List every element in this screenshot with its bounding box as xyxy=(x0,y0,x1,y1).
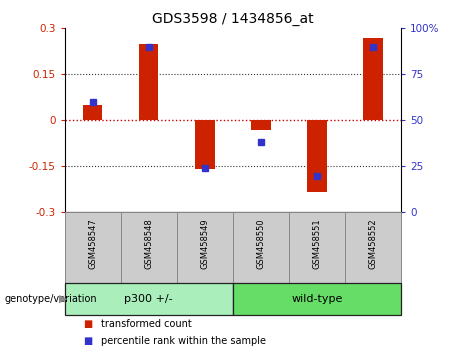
Text: GSM458547: GSM458547 xyxy=(88,218,97,269)
Text: wild-type: wild-type xyxy=(291,294,343,304)
Text: ■: ■ xyxy=(83,336,92,346)
Bar xyxy=(345,212,401,283)
Bar xyxy=(363,38,383,120)
Bar xyxy=(195,120,214,170)
Text: genotype/variation: genotype/variation xyxy=(5,294,97,304)
Bar xyxy=(233,212,289,283)
Bar xyxy=(289,212,345,283)
Bar xyxy=(307,120,327,193)
Text: GSM458552: GSM458552 xyxy=(368,218,378,269)
Text: ■: ■ xyxy=(83,319,92,329)
Text: GSM458549: GSM458549 xyxy=(200,218,209,269)
Bar xyxy=(139,44,159,120)
Bar xyxy=(121,212,177,283)
Text: p300 +/-: p300 +/- xyxy=(124,294,173,304)
Bar xyxy=(177,212,233,283)
Bar xyxy=(233,283,401,315)
Bar xyxy=(65,212,121,283)
Text: ▶: ▶ xyxy=(59,294,67,304)
Text: GSM458550: GSM458550 xyxy=(256,218,266,269)
Text: percentile rank within the sample: percentile rank within the sample xyxy=(101,336,266,346)
Text: transformed count: transformed count xyxy=(101,319,192,329)
Bar xyxy=(83,105,102,120)
Title: GDS3598 / 1434856_at: GDS3598 / 1434856_at xyxy=(152,12,313,26)
Text: GSM458551: GSM458551 xyxy=(313,218,321,269)
Bar xyxy=(65,283,233,315)
Bar xyxy=(251,120,271,130)
Text: GSM458548: GSM458548 xyxy=(144,218,153,269)
